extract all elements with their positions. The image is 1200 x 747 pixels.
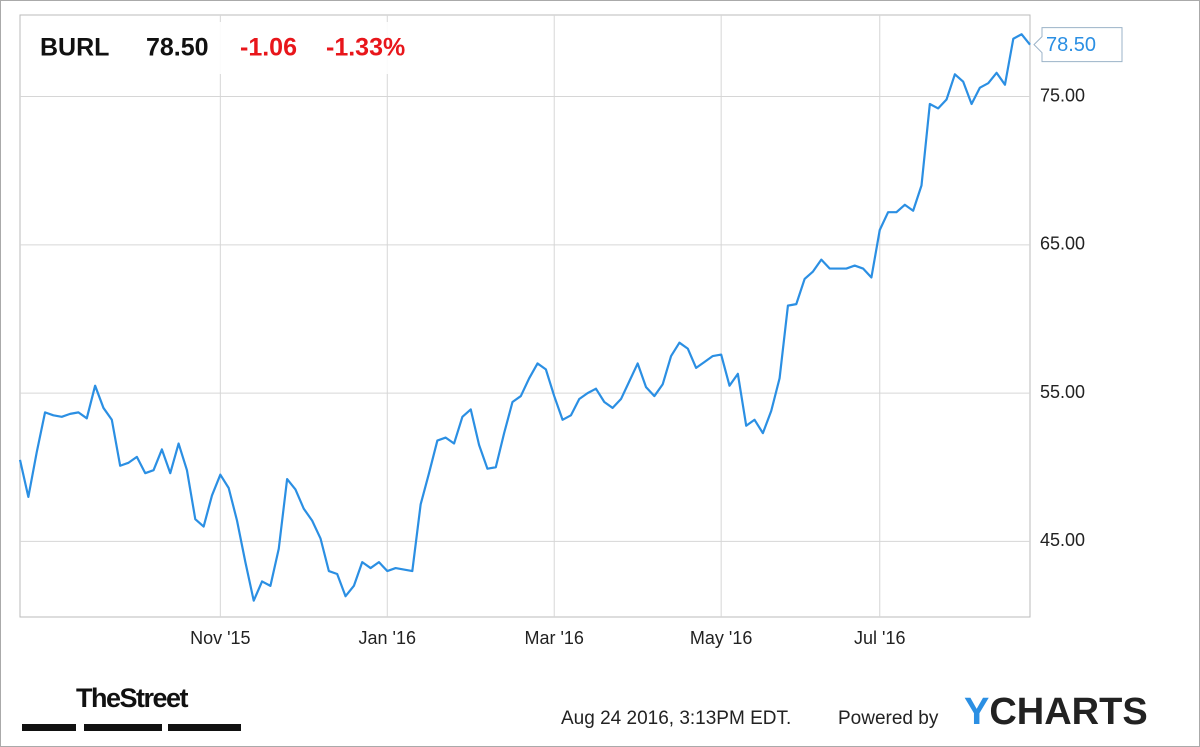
marks	[18, 33, 1031, 602]
price-line	[18, 33, 1031, 602]
timestamp: Aug 24 2016, 3:13PM EDT.	[561, 708, 791, 729]
quote-price: 78.50	[146, 34, 209, 62]
logo-bar	[22, 724, 76, 731]
y-tick-label: 45.00	[1040, 530, 1085, 550]
brand-y: Y	[964, 691, 989, 733]
quote-change-percent: -1.33%	[326, 34, 405, 62]
grid	[20, 15, 1030, 617]
brand: YCHARTS	[964, 691, 1148, 733]
last-value-box	[1033, 27, 1123, 63]
quote-box	[30, 22, 442, 74]
plot-area	[19, 14, 1031, 618]
x-tick-label: May '16	[690, 628, 752, 648]
quote-change: -1.06	[240, 34, 297, 62]
logo-bar	[84, 724, 162, 731]
x-tick-label: Jan '16	[359, 628, 416, 648]
x-tick-label: Mar '16	[524, 628, 583, 648]
y-tick-label: 55.00	[1040, 382, 1085, 402]
y-tick-label: 75.00	[1040, 85, 1085, 105]
brand-rest: CHARTS	[989, 691, 1147, 733]
logo-bar	[168, 724, 241, 731]
quote-symbol: BURL	[40, 34, 109, 62]
y-tick-label: 65.00	[1040, 234, 1085, 254]
last-value-label: 78.50	[1046, 34, 1096, 56]
powered-by: Powered by	[838, 708, 939, 729]
x-tick-label: Nov '15	[190, 628, 250, 648]
x-tick-label: Jul '16	[854, 628, 905, 648]
publisher-logo: TheStreet	[76, 683, 189, 713]
